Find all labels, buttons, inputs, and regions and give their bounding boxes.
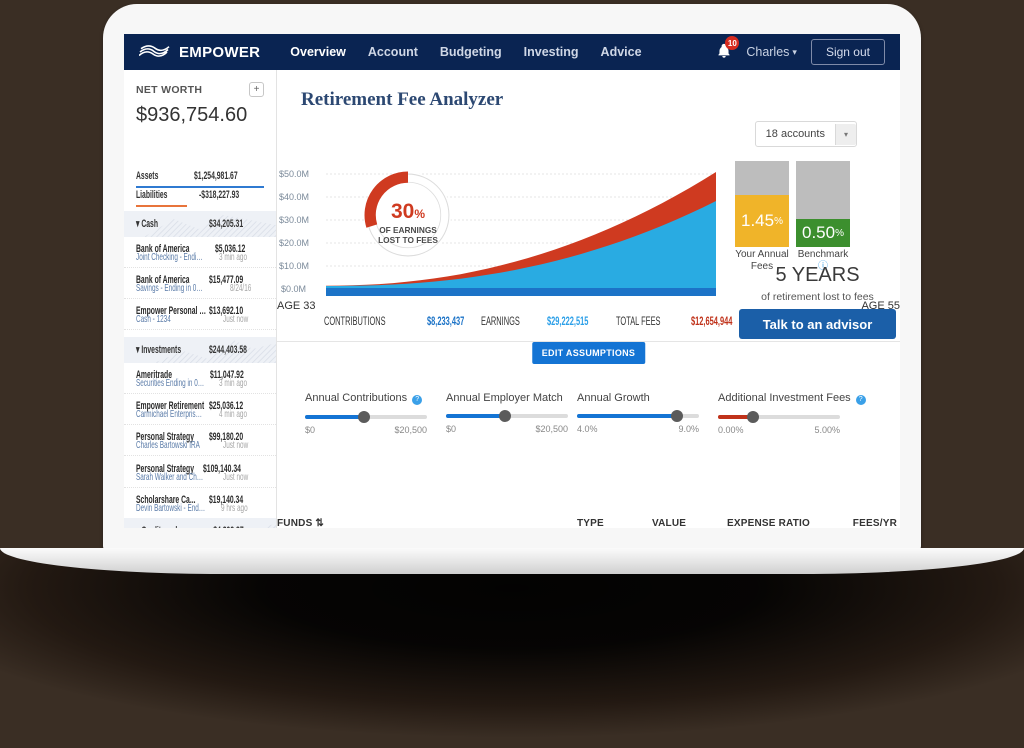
svg-text:$10.0M: $10.0M [279,261,309,271]
svg-text:$30.0M: $30.0M [279,215,309,225]
svg-text:$20.0M: $20.0M [279,238,309,248]
svg-text:$50.0M: $50.0M [279,169,309,179]
svg-text:$40.0M: $40.0M [279,192,309,202]
svg-text:$0.0M: $0.0M [281,284,306,294]
